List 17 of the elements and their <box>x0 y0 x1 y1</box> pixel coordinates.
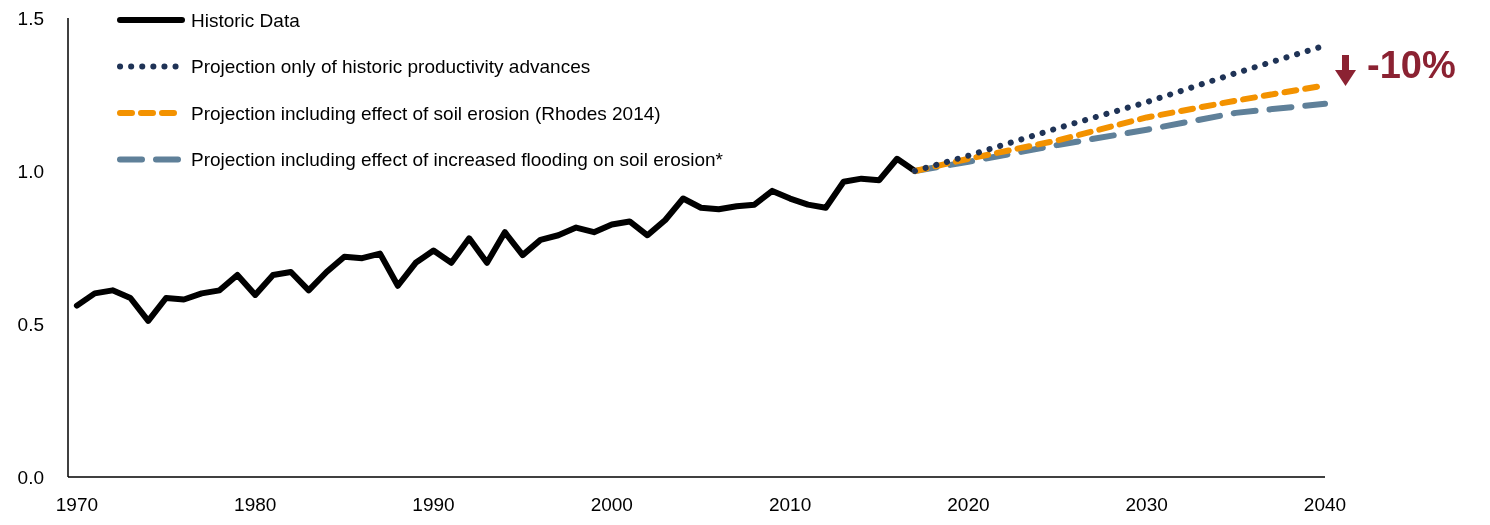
x-tick-label: 2040 <box>1303 494 1347 515</box>
legend-label: Historic Data <box>191 9 301 31</box>
legend-label: Projection including effect of soil erosion (Rhodes 2014) <box>191 102 661 124</box>
y-tick-label: 1.0 <box>17 160 44 182</box>
x-tick-label: 1970 <box>55 494 99 515</box>
y-tick-label: 0.0 <box>17 466 44 488</box>
x-tick-label: 2000 <box>590 494 633 515</box>
y-tick-label: 0.5 <box>17 313 44 335</box>
x-tick-label: 2020 <box>947 494 990 515</box>
text: -10% <box>1367 44 1456 87</box>
y-tick-label: 1.5 <box>17 7 44 29</box>
x-tick-label: 2010 <box>768 494 812 515</box>
legend-label: Projection including effect of increased flooding on soil erosion* <box>191 149 724 171</box>
x-tick-label: 1990 <box>412 494 455 515</box>
x-tick-label: 2030 <box>1125 494 1168 515</box>
legend-label: Projection only of historic productivity advances <box>191 56 591 78</box>
x-tick-label: 1980 <box>234 494 277 515</box>
